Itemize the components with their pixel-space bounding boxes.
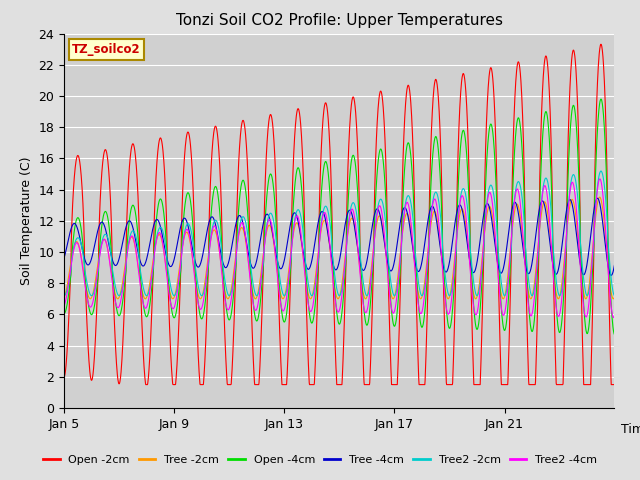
Open -4cm bbox=[60, 311, 68, 316]
Title: Tonzi Soil CO2 Profile: Upper Temperatures: Tonzi Soil CO2 Profile: Upper Temperatur… bbox=[176, 13, 502, 28]
Open -4cm bbox=[239, 178, 246, 184]
Open -4cm bbox=[577, 254, 585, 260]
Tree -4cm bbox=[350, 219, 358, 225]
Open -4cm bbox=[200, 312, 207, 318]
Open -2cm bbox=[60, 374, 68, 380]
Tree2 -2cm bbox=[350, 200, 358, 206]
Tree -4cm bbox=[611, 263, 618, 268]
Tree -4cm bbox=[239, 218, 246, 224]
Tree -4cm bbox=[594, 195, 602, 201]
Open -2cm bbox=[611, 382, 618, 387]
Tree2 -4cm bbox=[610, 314, 618, 320]
Tree -2cm bbox=[260, 244, 268, 250]
Tree2 -4cm bbox=[596, 176, 604, 182]
Tree2 -4cm bbox=[200, 298, 207, 304]
Line: Open -4cm: Open -4cm bbox=[64, 99, 614, 335]
Tree2 -2cm bbox=[260, 246, 268, 252]
Tree2 -2cm bbox=[580, 284, 588, 289]
Open -2cm bbox=[350, 96, 358, 101]
Tree2 -2cm bbox=[239, 214, 246, 220]
Tree2 -4cm bbox=[350, 210, 358, 216]
Tree2 -2cm bbox=[611, 293, 618, 299]
Tree -4cm bbox=[200, 249, 207, 254]
Tree -2cm bbox=[580, 294, 588, 300]
X-axis label: Time: Time bbox=[621, 423, 640, 436]
Open -4cm bbox=[597, 96, 605, 102]
Tree -2cm bbox=[239, 226, 246, 231]
Y-axis label: Soil Temperature (C): Soil Temperature (C) bbox=[20, 156, 33, 285]
Tree -4cm bbox=[607, 273, 615, 278]
Tree2 -2cm bbox=[597, 168, 605, 174]
Tree2 -4cm bbox=[239, 220, 246, 226]
Tree -2cm bbox=[611, 295, 618, 300]
Open -2cm bbox=[200, 378, 207, 384]
Tree2 -4cm bbox=[260, 248, 268, 254]
Tree -4cm bbox=[60, 255, 68, 261]
Tree -4cm bbox=[260, 218, 268, 224]
Open -2cm bbox=[260, 214, 268, 220]
Open -2cm bbox=[142, 382, 150, 387]
Line: Tree2 -4cm: Tree2 -4cm bbox=[64, 179, 614, 317]
Tree -2cm bbox=[577, 273, 585, 278]
Tree -2cm bbox=[596, 194, 604, 200]
Open -4cm bbox=[350, 153, 358, 158]
Open -4cm bbox=[260, 246, 268, 252]
Open -2cm bbox=[577, 294, 585, 300]
Tree2 -2cm bbox=[200, 289, 207, 295]
Tree2 -2cm bbox=[60, 293, 68, 299]
Open -2cm bbox=[580, 382, 588, 387]
Tree2 -4cm bbox=[611, 313, 618, 319]
Tree -2cm bbox=[200, 287, 207, 292]
Tree -4cm bbox=[577, 266, 585, 272]
Tree2 -4cm bbox=[577, 276, 585, 281]
Tree2 -2cm bbox=[170, 293, 178, 299]
Open -2cm bbox=[597, 41, 605, 47]
Open -4cm bbox=[611, 332, 618, 337]
Open -2cm bbox=[239, 118, 246, 123]
Line: Open -2cm: Open -2cm bbox=[64, 44, 614, 384]
Legend: Open -2cm, Tree -2cm, Open -4cm, Tree -4cm, Tree2 -2cm, Tree2 -4cm: Open -2cm, Tree -2cm, Open -4cm, Tree -4… bbox=[38, 451, 602, 469]
Line: Tree2 -2cm: Tree2 -2cm bbox=[64, 171, 614, 296]
Tree2 -4cm bbox=[580, 309, 588, 314]
Line: Tree -4cm: Tree -4cm bbox=[64, 198, 614, 276]
Tree -4cm bbox=[580, 272, 588, 277]
Line: Tree -2cm: Tree -2cm bbox=[64, 197, 614, 299]
Tree2 -4cm bbox=[60, 303, 68, 309]
Tree2 -2cm bbox=[577, 252, 585, 258]
Tree -2cm bbox=[350, 220, 358, 226]
Tree -2cm bbox=[86, 296, 94, 301]
Open -4cm bbox=[580, 311, 588, 317]
Text: TZ_soilco2: TZ_soilco2 bbox=[72, 43, 141, 56]
Tree -2cm bbox=[60, 295, 68, 300]
